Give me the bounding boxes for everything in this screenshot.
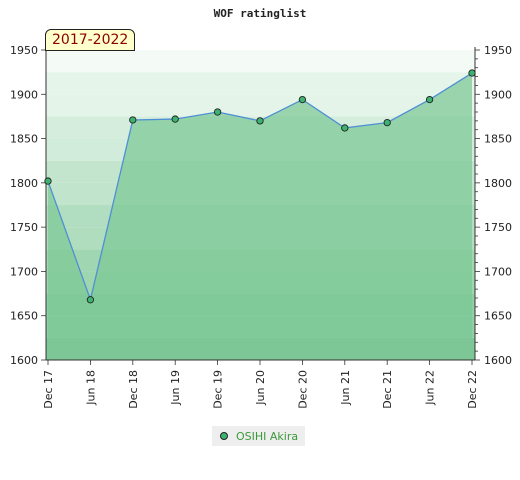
band <box>46 72 475 95</box>
data-point <box>383 118 391 127</box>
y-tick-label-left: 1950 <box>10 44 38 57</box>
y-tick-label-right: 1750 <box>484 221 512 234</box>
data-point <box>341 124 349 132</box>
rating-points <box>44 69 476 304</box>
y-tick-label-left: 1750 <box>10 221 38 234</box>
data-point <box>256 117 264 125</box>
x-tick-label: Dec 18 <box>127 370 140 409</box>
x-tick-label: Dec 21 <box>381 370 394 409</box>
data-point <box>171 115 179 123</box>
y-axis-right-labels: 1600 1650 1700 1750 1800 1850 1900 1950 <box>484 44 512 367</box>
y-tick-label-left: 1650 <box>10 310 38 323</box>
data-point <box>298 95 307 104</box>
x-tick-label: Dec 17 <box>42 370 55 409</box>
period-badge: 2017-2022 <box>45 29 136 51</box>
axes <box>41 47 480 365</box>
data-point <box>213 108 222 116</box>
x-tick-label: Jun 18 <box>84 370 97 406</box>
band <box>46 94 475 117</box>
chart-title: WOF ratinglist <box>214 7 307 20</box>
y-axis-left-labels: 1600 1650 1700 1750 1800 1850 1900 1950 <box>10 44 38 367</box>
data-point <box>425 95 434 104</box>
y-tick-label-left: 1800 <box>10 177 38 190</box>
y-tick-label-right: 1800 <box>484 177 512 190</box>
x-tick-label: Dec 19 <box>212 370 225 409</box>
y-tick-label-right: 1700 <box>484 265 512 278</box>
y-tick-label-right: 1650 <box>484 310 512 323</box>
x-tick-label: Jun 22 <box>424 370 437 406</box>
y-tick-label-left: 1900 <box>10 88 38 101</box>
legend-marker-icon <box>220 432 228 440</box>
y-tick-label-right: 1600 <box>484 354 512 367</box>
x-tick-label: Jun 21 <box>339 370 352 406</box>
y-tick-label-left: 1600 <box>10 354 38 367</box>
legend-label: OSIHI Akira <box>236 429 299 443</box>
data-point <box>44 177 52 185</box>
area-fill <box>48 73 472 361</box>
x-axis-labels: Dec 17 Jun 18 Dec 18 Jun 19 Dec 19 Jun 20 Dec … <box>42 370 479 409</box>
data-point <box>86 296 95 304</box>
data-point <box>468 69 476 77</box>
y-tick-label-left: 1700 <box>10 265 38 278</box>
y-tick-label-right: 1950 <box>484 44 512 57</box>
x-tick-label: Dec 22 <box>466 370 479 409</box>
x-tick-label: Jun 19 <box>169 370 182 406</box>
y-tick-label-right: 1900 <box>484 88 512 101</box>
data-point <box>129 116 137 124</box>
y-tick-label-right: 1850 <box>484 133 512 146</box>
x-tick-label: Dec 20 <box>296 370 309 409</box>
legend[interactable]: OSIHI Akira <box>212 426 306 446</box>
band <box>46 50 475 73</box>
x-tick-label: Jun 20 <box>254 370 267 406</box>
y-tick-label-left: 1850 <box>10 133 38 146</box>
